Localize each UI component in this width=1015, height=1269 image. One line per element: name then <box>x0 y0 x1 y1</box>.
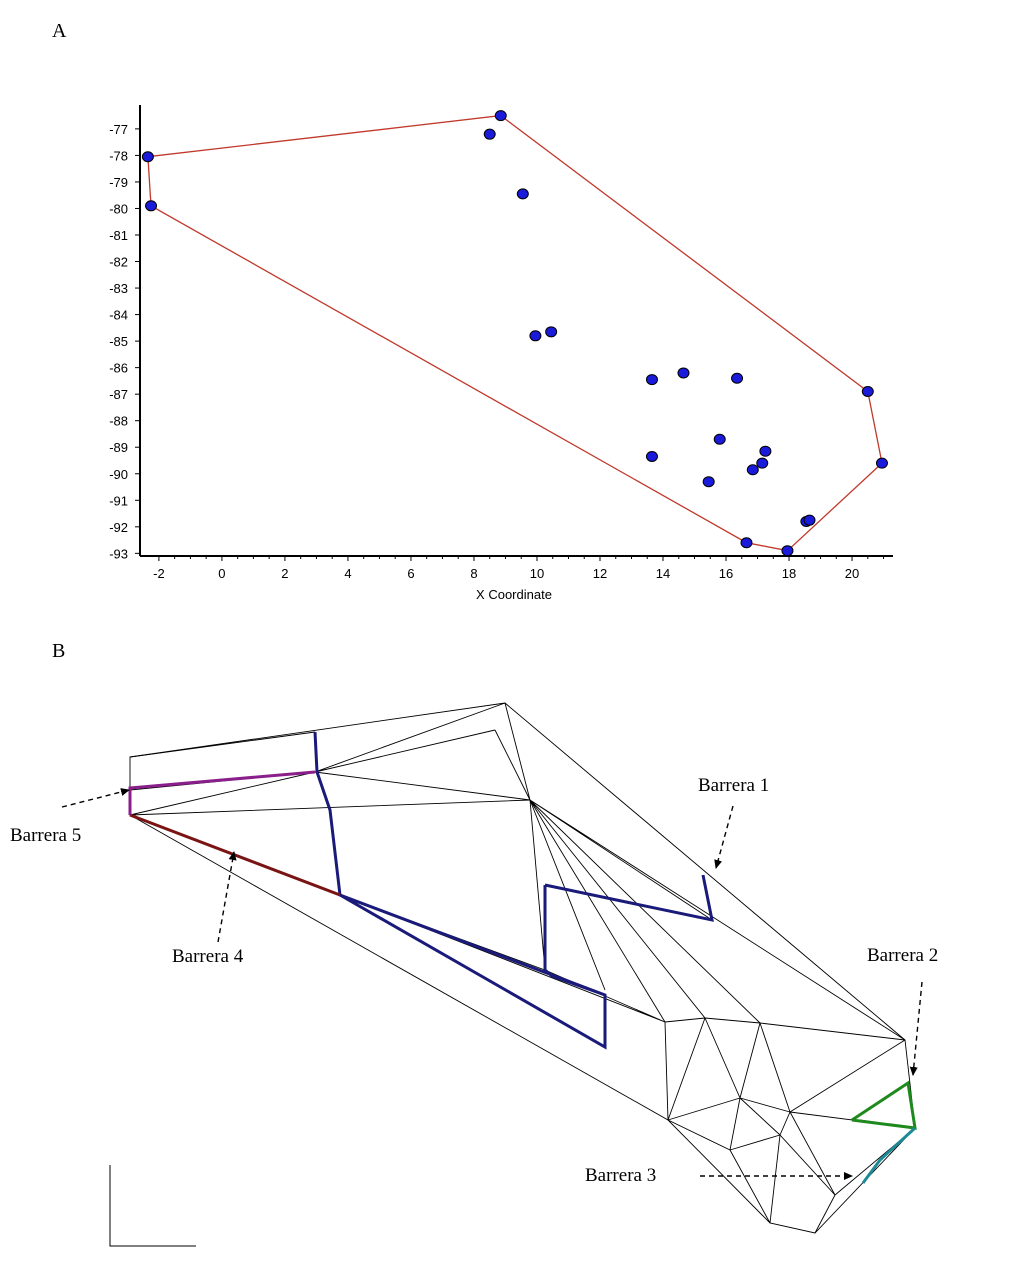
data-point <box>746 464 759 476</box>
x-tick-label: 0 <box>218 566 225 581</box>
data-point <box>141 151 154 163</box>
x-tick-label: 8 <box>470 566 477 581</box>
arrow-barrera-2 <box>909 981 923 1076</box>
y-tick-label: -81 <box>109 228 128 243</box>
x-tick-label: 10 <box>530 566 544 581</box>
panel-label-a: A <box>52 20 67 42</box>
x-axis-title: X Coordinate <box>476 587 552 602</box>
data-point <box>529 330 542 342</box>
data-point <box>677 367 690 379</box>
chart-ticks: -2 0 2 4 6 8 10 12 14 16 18 20 -77 -78 -79 -80 -81 -82 -83… <box>109 122 885 581</box>
data-point <box>781 545 794 557</box>
data-point <box>645 451 658 463</box>
y-tick-label: -82 <box>109 255 128 270</box>
data-point <box>713 433 726 445</box>
label-barrera-3: Barrera 3 <box>585 1165 657 1186</box>
y-tick-label: -77 <box>109 122 128 137</box>
mesh-edges-center <box>339 799 906 1041</box>
x-tick-label: 12 <box>593 566 607 581</box>
barriers <box>128 731 917 1184</box>
x-tick-label: 6 <box>407 566 414 581</box>
data-point <box>731 372 744 384</box>
x-tick-label: 16 <box>719 566 733 581</box>
x-tick-label: 14 <box>656 566 670 581</box>
barrier-3-line <box>861 1126 917 1184</box>
data-point <box>740 537 753 549</box>
x-tick-label: 2 <box>281 566 288 581</box>
data-point <box>145 200 158 212</box>
data-point <box>483 128 496 140</box>
data-point <box>645 374 658 386</box>
y-tick-label: -83 <box>109 281 128 296</box>
x-tick-label: 18 <box>782 566 796 581</box>
x-tick-label: 20 <box>845 566 859 581</box>
barrier-1-line <box>313 731 714 1050</box>
data-point <box>759 445 772 457</box>
data-point <box>516 188 529 200</box>
y-tick-label: -89 <box>109 440 128 455</box>
mesh-edges-top <box>129 702 531 816</box>
x-tick-label: -2 <box>153 566 165 581</box>
y-tick-label: -91 <box>109 493 128 508</box>
y-tick-label: -78 <box>109 148 128 163</box>
data-point <box>702 476 715 488</box>
barrier-2-line <box>851 1080 917 1130</box>
y-tick-label: -93 <box>109 546 128 561</box>
y-tick-label: -84 <box>109 308 128 323</box>
arrow-barrera-5 <box>61 788 130 808</box>
label-barrera-2: Barrera 2 <box>867 945 939 966</box>
data-point <box>861 386 874 398</box>
y-tick-label: -86 <box>109 361 128 376</box>
chart-axes <box>139 105 893 557</box>
y-tick-label: -79 <box>109 175 128 190</box>
barrier-5-line <box>128 770 316 815</box>
panel-label-b: B <box>52 640 66 662</box>
scale-bar <box>109 1165 196 1247</box>
data-point <box>545 326 558 338</box>
y-tick-label: -92 <box>109 520 128 535</box>
label-barrera-4: Barrera 4 <box>172 946 244 967</box>
label-barrera-5: Barrera 5 <box>10 825 82 846</box>
y-tick-label: -87 <box>109 387 128 402</box>
chart-points <box>141 110 888 557</box>
barrier-4-line <box>129 813 341 897</box>
data-point <box>756 457 769 469</box>
x-tick-label: 4 <box>344 566 351 581</box>
data-point <box>803 514 816 526</box>
y-tick-label: -85 <box>109 334 128 349</box>
y-tick-label: -80 <box>109 201 128 216</box>
barrier-arrows <box>61 788 923 1180</box>
triangulation-mesh <box>129 702 916 1234</box>
arrow-barrera-1 <box>714 805 734 869</box>
label-barrera-1: Barrera 1 <box>698 775 770 796</box>
data-point <box>494 110 507 122</box>
y-tick-label: -88 <box>109 414 128 429</box>
y-tick-label: -90 <box>109 467 128 482</box>
scatter-chart: -2 0 2 4 6 8 10 12 14 16 18 20 -77 -78 -79 -80 -81 -82 -83… <box>109 105 893 602</box>
convex-hull-line <box>147 114 883 552</box>
data-point <box>875 457 888 469</box>
arrow-barrera-4 <box>217 851 237 943</box>
mesh-edges-right <box>664 1017 916 1234</box>
